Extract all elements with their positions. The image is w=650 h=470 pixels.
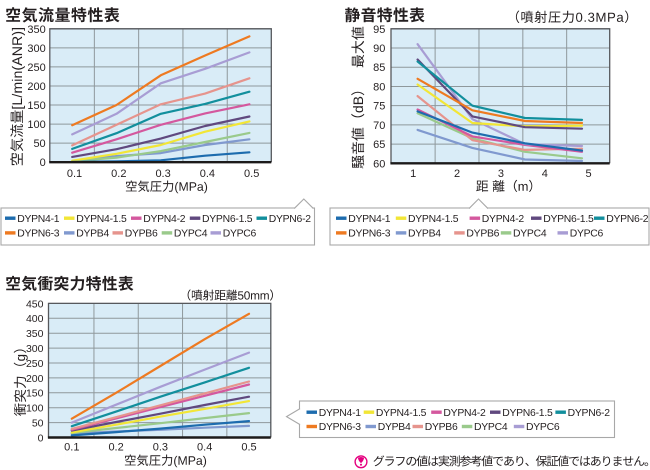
svg-text:65: 65 (373, 139, 385, 151)
svg-text:DYPC6: DYPC6 (526, 422, 560, 433)
svg-text:DYPB4: DYPB4 (378, 422, 411, 433)
svg-text:DYPC6: DYPC6 (223, 229, 257, 240)
svg-text:DYPB6: DYPB6 (125, 229, 158, 240)
svg-text:DYPN4-1.5: DYPN4-1.5 (76, 214, 127, 225)
svg-text:4: 4 (542, 168, 548, 180)
svg-text:0: 0 (40, 157, 46, 169)
svg-text:DYPN6-3: DYPN6-3 (17, 229, 60, 240)
svg-text:0.3: 0.3 (155, 168, 170, 180)
svg-text:400: 400 (26, 313, 44, 325)
svg-text:350: 350 (26, 328, 44, 340)
svg-text:0.1: 0.1 (67, 168, 82, 180)
svg-text:0.5: 0.5 (241, 441, 256, 453)
svg-text:DYPC4: DYPC4 (513, 229, 547, 240)
svg-text:DYPC4: DYPC4 (174, 229, 208, 240)
svg-text:350: 350 (27, 24, 45, 36)
svg-text:DYPN4-1: DYPN4-1 (17, 214, 60, 225)
svg-text:DYPN6-1.5: DYPN6-1.5 (543, 214, 594, 225)
svg-text:DYPN4-1.5: DYPN4-1.5 (408, 214, 459, 225)
svg-text:450: 450 (26, 298, 44, 310)
svg-text:0.4: 0.4 (200, 168, 215, 180)
svg-text:200: 200 (26, 373, 44, 385)
svg-text:100: 100 (26, 403, 44, 415)
svg-text:DYPN4-1: DYPN4-1 (319, 408, 362, 419)
svg-text:80: 80 (373, 81, 385, 93)
svg-text:DYPN4-1: DYPN4-1 (348, 214, 391, 225)
svg-text:0.3: 0.3 (153, 441, 168, 453)
svg-text:0.5: 0.5 (244, 168, 259, 180)
svg-text:100: 100 (27, 119, 45, 131)
svg-text:5: 5 (586, 168, 592, 180)
svg-text:60: 60 (373, 158, 385, 170)
svg-text:DYPN4-2: DYPN4-2 (482, 214, 525, 225)
svg-text:0: 0 (38, 432, 44, 444)
svg-text:DYPN6-2: DYPN6-2 (269, 214, 312, 225)
svg-text:0.4: 0.4 (197, 441, 212, 453)
svg-text:90: 90 (373, 43, 385, 55)
svg-text:DYPB4: DYPB4 (76, 229, 109, 240)
svg-text:70: 70 (373, 120, 385, 132)
svg-text:300: 300 (27, 43, 45, 55)
svg-text:DYPN6-1.5: DYPN6-1.5 (502, 408, 553, 419)
svg-text:DYPC4: DYPC4 (474, 422, 508, 433)
svg-text:DYPC6: DYPC6 (570, 229, 604, 240)
svg-text:150: 150 (26, 388, 44, 400)
svg-text:DYPN4-2: DYPN4-2 (143, 214, 186, 225)
svg-text:DYPN6-2: DYPN6-2 (568, 408, 611, 419)
svg-text:95: 95 (373, 24, 385, 36)
svg-text:DYPN4-2: DYPN4-2 (443, 408, 486, 419)
svg-text:3: 3 (498, 168, 504, 180)
svg-text:DYPB6: DYPB6 (466, 229, 499, 240)
svg-text:50: 50 (33, 138, 45, 150)
svg-text:200: 200 (27, 81, 45, 93)
svg-text:250: 250 (26, 358, 44, 370)
svg-text:DYPN6-3: DYPN6-3 (319, 422, 362, 433)
svg-text:50: 50 (32, 417, 44, 429)
svg-text:DYPB4: DYPB4 (408, 229, 441, 240)
svg-text:DYPN6-2: DYPN6-2 (606, 214, 649, 225)
svg-text:250: 250 (27, 62, 45, 74)
svg-text:300: 300 (26, 343, 44, 355)
svg-text:0.2: 0.2 (111, 168, 126, 180)
svg-text:75: 75 (373, 101, 385, 113)
svg-text:1: 1 (410, 168, 416, 180)
svg-text:0.2: 0.2 (108, 441, 123, 453)
svg-text:150: 150 (27, 100, 45, 112)
svg-text:85: 85 (373, 62, 385, 74)
svg-text:DYPN6-3: DYPN6-3 (348, 229, 391, 240)
svg-text:DYPN4-1.5: DYPN4-1.5 (376, 408, 427, 419)
svg-text:DYPB6: DYPB6 (425, 422, 458, 433)
svg-text:DYPN6-1.5: DYPN6-1.5 (202, 214, 253, 225)
svg-text:2: 2 (454, 168, 460, 180)
svg-text:0.1: 0.1 (64, 441, 79, 453)
